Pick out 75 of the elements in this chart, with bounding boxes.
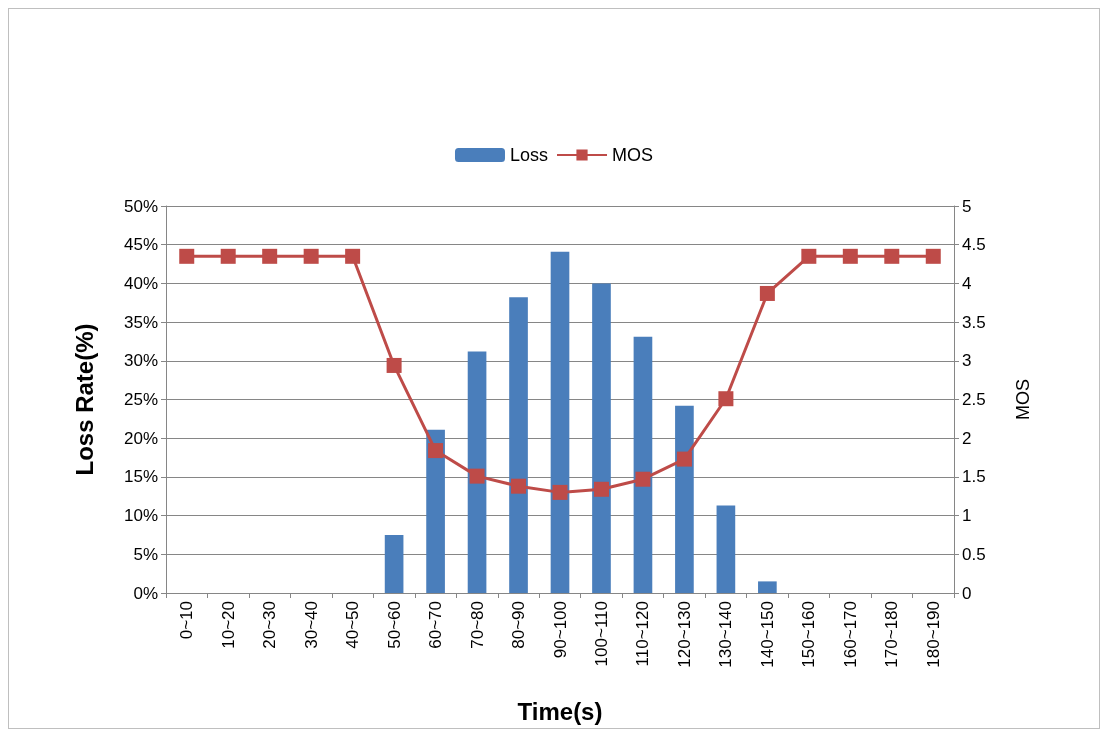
bar bbox=[716, 505, 736, 593]
x-tick-label: 110~120 bbox=[633, 601, 653, 667]
y-tick-label: 15% bbox=[123, 467, 158, 487]
y2-tick-label: 0.5 bbox=[962, 544, 986, 564]
bar bbox=[384, 534, 404, 593]
x-tick-label: 100~110 bbox=[591, 601, 611, 667]
bar bbox=[550, 251, 570, 593]
point bbox=[676, 451, 692, 467]
y2-tick-label: 4 bbox=[962, 273, 972, 293]
y-tick-label: 0% bbox=[133, 583, 158, 603]
x-tick-label: 180~190 bbox=[923, 601, 943, 668]
point bbox=[925, 248, 941, 264]
x-tick-label: 60~70 bbox=[426, 601, 446, 649]
y-axis-title: Loss Rate(%) bbox=[70, 323, 98, 476]
x-tick-label: 160~170 bbox=[840, 601, 860, 668]
y-tick-label: 35% bbox=[123, 312, 158, 332]
point bbox=[428, 443, 444, 459]
point bbox=[635, 471, 651, 487]
x-axis-title: Time(s) bbox=[517, 697, 603, 725]
point bbox=[884, 248, 900, 264]
point bbox=[593, 481, 609, 497]
point bbox=[718, 391, 734, 407]
bar bbox=[426, 429, 445, 593]
point bbox=[801, 248, 817, 264]
point bbox=[303, 248, 319, 264]
point bbox=[511, 478, 527, 494]
point bbox=[759, 285, 775, 301]
y2-tick-label: 3 bbox=[962, 351, 972, 371]
y-tick-label: 20% bbox=[123, 428, 158, 448]
x-tick-label: 30~40 bbox=[301, 601, 321, 649]
y2-axis-title: MOS bbox=[1013, 378, 1033, 421]
bar bbox=[509, 297, 528, 593]
y2-tick-label: 2.5 bbox=[962, 390, 986, 409]
x-tick-label: 40~50 bbox=[343, 601, 363, 649]
legend-label: Loss bbox=[509, 145, 549, 165]
bar bbox=[467, 351, 487, 593]
x-tick-label: 130~140 bbox=[716, 601, 736, 668]
x-tick-label: 80~90 bbox=[509, 601, 529, 649]
point bbox=[386, 357, 402, 373]
y-tick-label: 10% bbox=[123, 506, 158, 526]
point bbox=[220, 248, 236, 264]
x-tick-label: 10~20 bbox=[218, 601, 238, 649]
x-tick-label: 140~150 bbox=[757, 601, 777, 668]
x-tick-label: 0~10 bbox=[177, 601, 197, 640]
x-tick-label: 90~100 bbox=[550, 601, 570, 659]
y-tick-label: 5% bbox=[133, 544, 158, 564]
point bbox=[469, 468, 485, 484]
y-tick-label: 30% bbox=[123, 351, 158, 371]
y-tick-label: 25% bbox=[123, 390, 158, 409]
x-tick-label: 50~60 bbox=[384, 601, 404, 649]
y2-tick-label: 0 bbox=[962, 583, 972, 603]
bar bbox=[592, 283, 611, 593]
point bbox=[842, 248, 858, 264]
y2-tick-label: 4.5 bbox=[962, 235, 986, 255]
point bbox=[552, 484, 568, 500]
y2-tick-label: 1 bbox=[962, 506, 972, 526]
point bbox=[262, 248, 278, 264]
bar bbox=[633, 336, 653, 593]
legend-label: MOS bbox=[612, 145, 654, 165]
x-tick-label: 70~80 bbox=[467, 601, 487, 649]
x-tick-label: 20~30 bbox=[260, 601, 280, 649]
y-tick-label: 50% bbox=[123, 196, 158, 216]
x-tick-label: 150~160 bbox=[799, 601, 819, 668]
bar bbox=[758, 581, 777, 593]
y2-tick-label: 1.5 bbox=[962, 467, 986, 487]
y-tick-label: 40% bbox=[123, 273, 158, 293]
y-tick-label: 45% bbox=[123, 235, 158, 255]
point bbox=[345, 248, 361, 264]
x-tick-label: 170~180 bbox=[882, 601, 902, 668]
point bbox=[179, 248, 195, 264]
y2-tick-label: 5 bbox=[962, 196, 972, 216]
y2-tick-label: 3.5 bbox=[962, 312, 986, 332]
bar bbox=[675, 405, 694, 593]
y2-tick-label: 2 bbox=[962, 428, 972, 448]
x-tick-label: 120~130 bbox=[674, 601, 694, 668]
